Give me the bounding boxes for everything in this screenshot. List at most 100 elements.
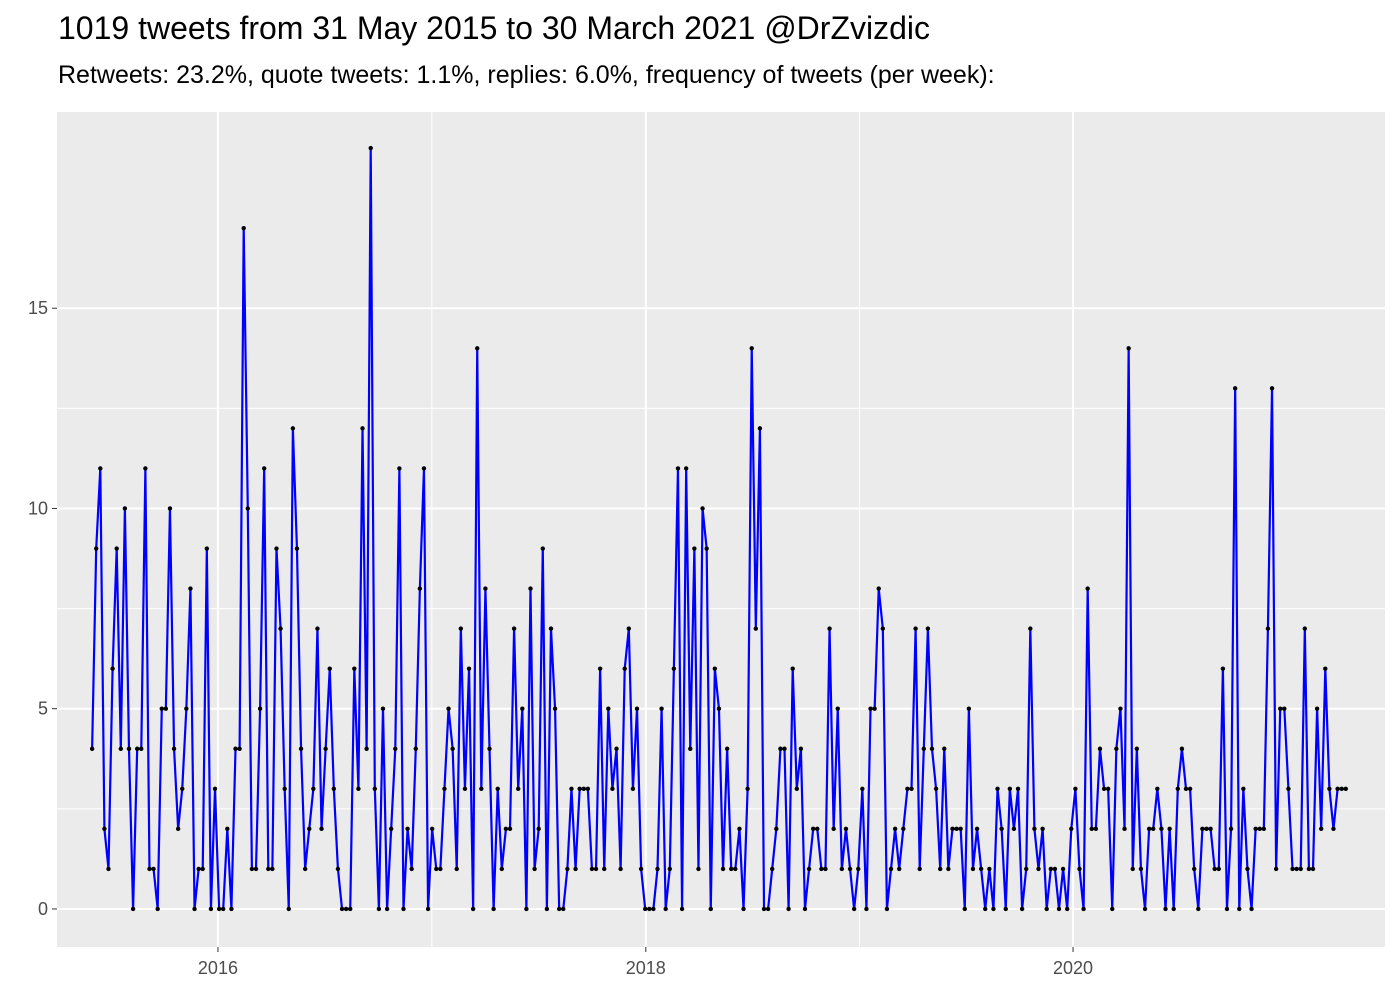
data-point <box>1163 906 1168 912</box>
data-point <box>1306 866 1312 872</box>
data-point <box>110 666 115 671</box>
data-point <box>1282 706 1287 711</box>
data-point <box>245 506 250 511</box>
data-point <box>1011 826 1017 832</box>
data-point <box>749 346 754 351</box>
data-point <box>368 145 373 151</box>
data-point <box>425 906 431 912</box>
data-point <box>216 906 222 912</box>
data-point <box>917 866 922 872</box>
data-point <box>884 906 890 912</box>
data-point <box>1343 786 1348 792</box>
data-point <box>409 866 414 872</box>
data-point <box>1069 826 1074 832</box>
data-point <box>298 746 304 751</box>
data-point <box>319 826 324 832</box>
data-point <box>274 546 279 551</box>
data-point <box>643 906 648 912</box>
series-tweets-per-week <box>89 145 1348 912</box>
data-point <box>139 746 144 751</box>
data-point <box>532 866 537 872</box>
data-point <box>89 746 95 751</box>
data-point <box>286 906 291 912</box>
data-point <box>712 666 718 671</box>
data-point <box>839 866 845 872</box>
data-point <box>1101 786 1107 792</box>
data-point <box>1249 906 1254 912</box>
data-point <box>475 346 480 351</box>
data-point <box>401 906 406 912</box>
data-point <box>618 866 623 872</box>
data-point <box>458 626 464 631</box>
data-point <box>151 866 156 872</box>
data-point <box>1298 866 1303 872</box>
data-point <box>651 906 656 912</box>
data-point <box>491 906 496 912</box>
data-point <box>159 706 164 711</box>
data-point <box>364 746 369 751</box>
data-point <box>1155 786 1160 792</box>
data-point <box>708 906 713 912</box>
data-point <box>1220 666 1226 671</box>
data-point <box>1232 386 1238 391</box>
data-point <box>1110 906 1115 912</box>
data-point <box>909 786 914 792</box>
data-point <box>454 866 459 872</box>
data-point <box>880 626 886 631</box>
data-point <box>593 866 599 872</box>
data-point <box>311 786 316 792</box>
data-point <box>323 746 328 751</box>
data-point <box>974 826 980 832</box>
data-point <box>581 786 586 792</box>
data-point <box>1015 786 1021 792</box>
data-point <box>933 786 939 792</box>
data-point <box>786 906 791 912</box>
data-point <box>106 866 111 872</box>
data-point <box>282 786 287 792</box>
data-point <box>683 466 689 471</box>
data-point <box>450 746 455 751</box>
data-point <box>175 826 181 832</box>
data-point <box>94 546 99 551</box>
data-point <box>602 866 607 872</box>
data-point <box>470 906 476 912</box>
data-point <box>720 866 726 872</box>
data-point <box>835 706 840 711</box>
data-point <box>348 906 353 912</box>
data-point <box>831 826 836 832</box>
data-point <box>188 586 193 591</box>
data-point <box>163 706 169 711</box>
data-point <box>905 786 910 792</box>
data-point <box>266 866 271 872</box>
data-point <box>1179 746 1185 751</box>
data-point <box>1097 746 1103 751</box>
data-point <box>868 706 873 711</box>
data-point <box>929 746 935 751</box>
data-point <box>511 626 517 631</box>
data-point <box>970 866 976 872</box>
data-point <box>118 746 124 751</box>
data-point <box>1273 866 1279 872</box>
data-point <box>196 866 201 872</box>
data-point <box>847 866 853 872</box>
x-tick-label: 2018 <box>626 958 666 978</box>
data-point <box>1286 786 1291 792</box>
data-point <box>1138 866 1144 872</box>
data-point <box>823 866 828 872</box>
data-point <box>261 466 267 471</box>
data-point <box>516 786 521 792</box>
data-point <box>810 826 816 832</box>
data-point <box>577 786 582 792</box>
data-point <box>729 866 734 872</box>
chart-title: 1019 tweets from 31 May 2015 to 30 March… <box>58 10 930 46</box>
data-point <box>1192 866 1197 872</box>
data-point <box>815 826 820 832</box>
data-point <box>614 746 619 751</box>
data-point <box>356 786 361 792</box>
data-point <box>733 866 738 872</box>
y-tick-label: 5 <box>38 699 48 719</box>
data-point <box>700 506 705 511</box>
data-point <box>98 466 103 471</box>
data-point <box>757 426 763 431</box>
data-point <box>1036 866 1041 872</box>
